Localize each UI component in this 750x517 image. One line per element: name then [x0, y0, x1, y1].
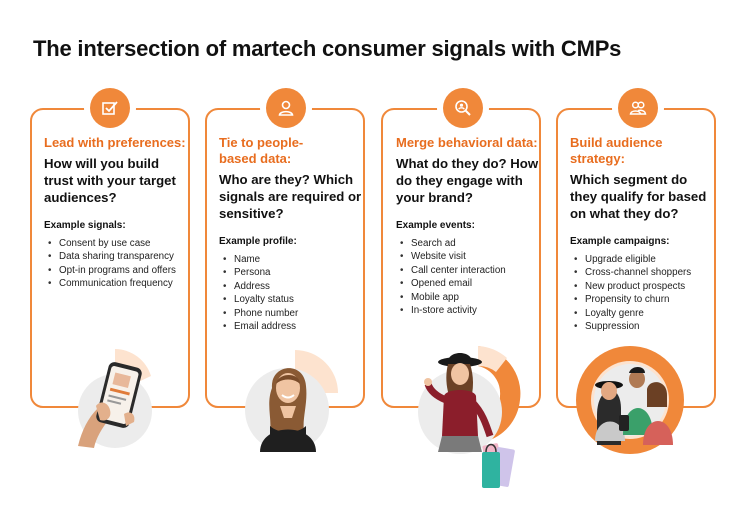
card-heading: Tie to people-based data: — [219, 135, 304, 166]
card-question: What do they do? How do they engage with… — [396, 156, 539, 205]
card-content-audience: Build audience strategy: Which segment d… — [570, 135, 715, 334]
list-label: Example events: — [396, 220, 475, 231]
list-item: Data sharing transparency — [48, 250, 189, 264]
list-item: Phone number — [223, 307, 364, 321]
list-item: Call center interaction — [400, 264, 541, 278]
page-title: The intersection of martech consumer sig… — [33, 36, 622, 61]
card-question: Which segment do they qualify for based … — [570, 172, 707, 221]
list-item: Upgrade eligible — [574, 253, 715, 267]
person-icon — [266, 88, 306, 128]
list-item: Website visit — [400, 250, 541, 264]
list-label: Example profile: — [219, 236, 297, 247]
list-item: Propensity to churn — [574, 293, 715, 307]
list-label: Example campaigns: — [570, 236, 670, 247]
hand-phone-image — [70, 348, 160, 448]
list-item: Loyalty genre — [574, 307, 715, 321]
checkbox-pencil-icon — [90, 88, 130, 128]
shopper-image — [412, 340, 532, 490]
group-icon — [618, 88, 658, 128]
list-item: Search ad — [400, 237, 541, 251]
list-item: Opened email — [400, 277, 541, 291]
card-question: Who are they? Which signals are required… — [219, 172, 362, 221]
list-item: Address — [223, 280, 364, 294]
card-heading: Build audience strategy: — [570, 135, 663, 166]
list-item: In-store activity — [400, 304, 541, 318]
list-item: Communication frequency — [48, 277, 189, 291]
card-content-people: Tie to people-based data: Who are they? … — [219, 135, 364, 334]
card-question: How will you build trust with your targe… — [44, 156, 176, 205]
smiling-woman-image — [240, 348, 350, 458]
card-heading: Lead with preferences: — [44, 135, 186, 150]
list-item: Opt-in programs and offers — [48, 264, 189, 278]
list-item: Suppression — [574, 320, 715, 334]
card-heading: Merge behavioral data: — [396, 135, 538, 150]
list-item: New product prospects — [574, 280, 715, 294]
list-item: Email address — [223, 320, 364, 334]
magnify-person-icon — [443, 88, 483, 128]
list-item: Mobile app — [400, 291, 541, 305]
list-item: Cross-channel shoppers — [574, 266, 715, 280]
list-item: Consent by use case — [48, 237, 189, 251]
group-friends-image — [575, 345, 685, 455]
list-item: Loyalty status — [223, 293, 364, 307]
list-item: Persona — [223, 266, 364, 280]
list-item: Name — [223, 253, 364, 267]
list-label: Example signals: — [44, 220, 126, 231]
card-content-behavioral: Merge behavioral data: What do they do? … — [396, 135, 541, 318]
card-content-preferences: Lead with preferences: How will you buil… — [44, 135, 189, 291]
